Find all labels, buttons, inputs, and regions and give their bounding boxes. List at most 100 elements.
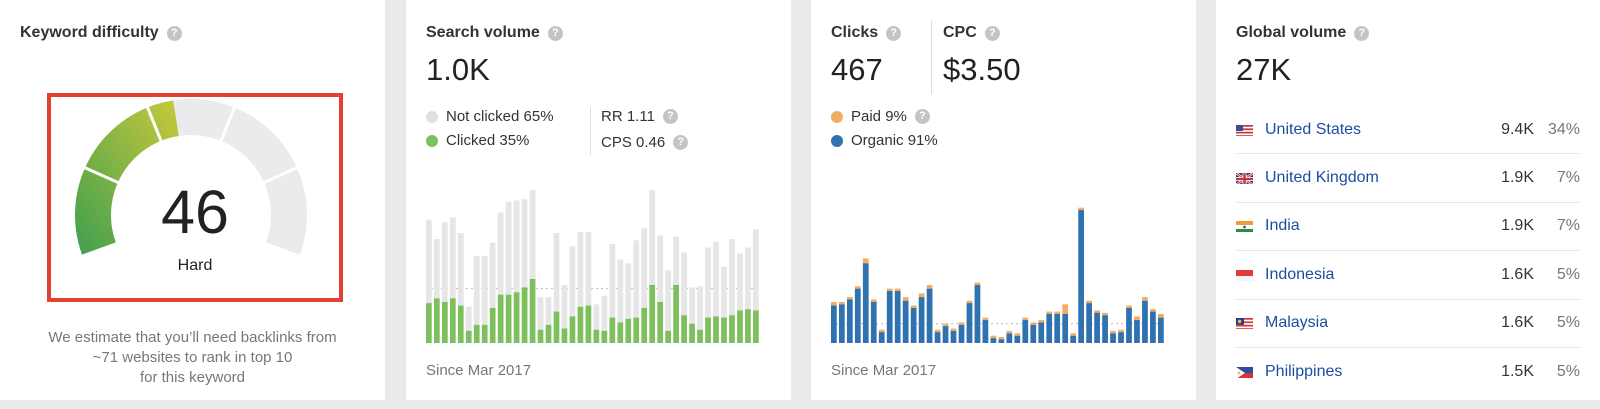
bar-organic <box>1094 312 1100 343</box>
bar-organic <box>974 285 981 343</box>
bar-clicked <box>569 316 576 343</box>
bar-paid <box>1038 320 1045 323</box>
help-icon[interactable]: ? <box>984 25 1000 41</box>
bar-organic <box>918 297 925 343</box>
country-link[interactable]: United States <box>1265 120 1362 138</box>
help-icon[interactable]: ? <box>886 25 902 41</box>
clicked-dot <box>426 134 438 147</box>
country-list: United States 9.4K 34% United Kingdom 1.… <box>1236 106 1580 396</box>
search-volume-chart <box>426 190 761 343</box>
search-volume-title: Search volume ? <box>426 24 563 42</box>
bar-not-clicked <box>665 270 672 331</box>
bar-clicked <box>481 324 488 343</box>
bar-not-clicked <box>689 287 695 324</box>
bar-clicked <box>617 322 624 343</box>
country-link[interactable]: Indonesia <box>1265 265 1335 283</box>
bar-clicked <box>697 329 703 343</box>
bar-paid <box>990 335 997 339</box>
bar-paid <box>870 299 877 302</box>
bar-paid <box>934 329 941 333</box>
gauge-separator <box>261 165 300 185</box>
bar-organic <box>1062 314 1069 343</box>
bar-not-clicked <box>489 242 496 308</box>
bar-not-clicked <box>537 297 544 330</box>
help-icon[interactable]: ? <box>1354 25 1370 41</box>
help-icon[interactable]: ? <box>547 25 563 41</box>
country-link[interactable]: India <box>1265 217 1300 235</box>
bar-paid <box>958 322 965 325</box>
bar-clicked <box>737 310 743 343</box>
bar-not-clicked <box>457 233 464 306</box>
not-clicked-dot <box>426 110 438 123</box>
help-icon[interactable]: ? <box>166 25 182 41</box>
gauge-separator <box>82 165 121 185</box>
country-percent: 34% <box>1547 120 1580 138</box>
bar-clicked <box>633 317 640 343</box>
legend-organic: Organic 91% <box>831 132 938 149</box>
bar-not-clicked <box>721 266 727 318</box>
country-volume: 9.4K <box>1501 120 1534 138</box>
bar-not-clicked <box>529 190 536 279</box>
bar-clicked <box>657 301 664 343</box>
bar-not-clicked <box>426 219 432 304</box>
bar-paid <box>831 301 837 306</box>
since-label: Since Mar 2017 <box>831 362 937 379</box>
bar-not-clicked <box>561 285 568 329</box>
bar-clicked <box>577 306 584 343</box>
bar-not-clicked <box>545 297 552 325</box>
country-link[interactable]: United Kingdom <box>1265 169 1379 187</box>
bar-organic <box>1086 303 1092 343</box>
country-row: Malaysia 1.6K 5% <box>1236 300 1580 348</box>
bar-organic <box>990 338 997 343</box>
country-row: United States 9.4K 34% <box>1236 106 1580 155</box>
bar-paid <box>1046 311 1053 314</box>
bar-clicked <box>433 298 440 343</box>
bar-not-clicked <box>441 222 448 302</box>
bar-clicked <box>585 305 592 343</box>
help-icon[interactable]: ? <box>673 135 689 150</box>
bar-paid <box>1070 333 1077 336</box>
bar-not-clicked <box>473 256 480 325</box>
country-link[interactable]: Malaysia <box>1265 314 1329 332</box>
bar-clicked <box>625 318 632 343</box>
bar-clicked <box>721 317 727 343</box>
bar-not-clicked <box>513 200 520 293</box>
bar-organic <box>1038 322 1045 343</box>
keyword-difficulty-title: Keyword difficulty ? <box>20 24 182 42</box>
country-volume: 1.6K <box>1501 265 1534 283</box>
difficulty-note: We estimate that you’ll need backlinks f… <box>48 329 337 386</box>
gauge-empty-arc <box>173 99 307 255</box>
keyword-difficulty-card: Keyword difficulty ? 46 Hard We estimate… <box>0 0 385 400</box>
clicks-card: Clicks ? 467 CPC ? $3.50 Paid 9% ? Organ… <box>811 0 1196 400</box>
paid-dot <box>831 110 843 123</box>
bar-clicked <box>489 307 496 343</box>
bar-paid <box>862 258 869 264</box>
indonesia-flag-icon <box>1236 269 1253 281</box>
philippines-flag-icon <box>1236 366 1253 379</box>
search-volume-value: 1.0K <box>426 52 490 87</box>
bar-organic <box>886 291 893 343</box>
country-volume: 1.5K <box>1501 363 1534 381</box>
bar-organic <box>1102 315 1108 343</box>
bar-organic <box>862 263 869 343</box>
bar-paid <box>926 285 933 289</box>
cps-metric: CPS 0.46 ? <box>601 134 689 151</box>
bar-paid <box>966 300 973 304</box>
bar-not-clicked <box>601 295 608 331</box>
help-icon[interactable]: ? <box>914 109 930 124</box>
country-link[interactable]: Philippines <box>1265 363 1343 381</box>
bar-organic <box>1110 333 1116 343</box>
bar-clicked <box>753 310 759 343</box>
since-label: Since Mar 2017 <box>426 362 532 379</box>
bar-organic <box>1006 333 1013 343</box>
bar-paid <box>1110 330 1116 334</box>
bar-paid <box>1118 329 1124 333</box>
bar-clicked <box>641 307 648 343</box>
legend-not-clicked: Not clicked 65% <box>426 108 554 125</box>
bar-organic <box>934 332 941 343</box>
clicks-cpc-divider <box>931 20 932 94</box>
bar-not-clicked <box>497 212 504 295</box>
bar-not-clicked <box>657 235 664 302</box>
bar-clicked <box>713 316 719 343</box>
help-icon[interactable]: ? <box>662 109 678 124</box>
